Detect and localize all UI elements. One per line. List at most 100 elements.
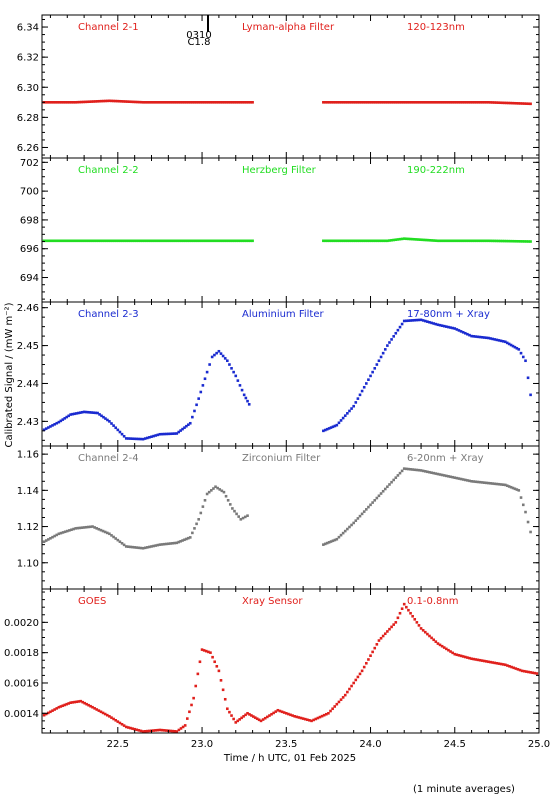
data-point [445,647,448,651]
data-point [122,724,126,727]
data-point [482,659,486,663]
data-point [394,476,398,479]
data-point [507,101,510,105]
data-point [335,423,339,427]
data-point [472,335,476,338]
data-point [105,239,108,243]
data-point [233,239,237,243]
data-point [459,654,463,658]
data-point [181,725,185,729]
data-point [405,467,408,471]
data-point [51,424,54,427]
data-point [216,486,219,490]
data-point [485,481,488,485]
data-point [472,480,476,483]
data-point [457,329,461,332]
data-point [380,239,383,243]
data-point [175,541,179,545]
data-point [365,661,368,665]
data-point [244,396,248,400]
data-point [354,239,357,243]
data-point [322,713,326,717]
data-point [442,324,446,328]
data-point [169,101,173,104]
data-point [224,494,228,498]
data-point [491,337,494,341]
data-point [435,101,439,104]
data-point [433,101,437,104]
data-point [66,239,70,243]
data-point [306,718,309,722]
y-tick-label: 0.0016 [4,678,39,689]
data-point [374,239,377,243]
y-tick-label: 2.44 [17,379,39,390]
data-point [405,101,409,104]
data-point [513,345,517,349]
data-point [76,526,80,530]
data-point [468,239,472,243]
data-point [203,101,206,104]
data-point [426,320,429,323]
data-point [299,716,303,720]
data-point [495,239,498,243]
data-point [173,541,176,545]
data-point [431,101,435,104]
data-point [75,700,79,704]
data-point [72,527,75,531]
data-point [89,704,92,708]
data-point [327,541,331,544]
data-point [501,101,504,105]
data-point [369,654,372,657]
data-point [69,413,72,416]
data-point [149,101,153,104]
data-point [217,239,221,243]
data-point [133,437,136,441]
data-point [131,437,134,441]
data-point [467,101,470,104]
data-point [432,239,436,242]
data-point [425,101,429,104]
data-point [487,481,490,485]
data-point [116,538,120,542]
data-point [438,473,442,476]
data-point [120,432,124,436]
data-point [82,100,85,104]
data-point [521,102,524,105]
data-point [404,237,408,241]
data-point [203,239,207,243]
data-point [407,319,410,322]
data-point [527,670,530,674]
data-point [368,239,371,243]
data-point [181,427,184,431]
data-point [135,437,139,441]
data-point [318,715,322,719]
data-point [117,239,120,243]
panel-channel-label: Channel 2-1 [78,22,139,33]
data-point [193,101,196,104]
data-point [205,370,209,374]
data-point [491,482,494,485]
data-point [390,101,393,104]
data-point [248,713,251,716]
data-point [430,321,433,325]
data-point [44,239,48,243]
panel-2-points [42,237,532,243]
data-point [48,101,52,104]
data-point [42,428,46,432]
data-point [201,239,205,243]
data-point [489,337,492,340]
data-point [373,499,377,502]
data-point [223,239,227,243]
data-point [447,648,450,652]
data-point [106,418,109,422]
data-point [80,100,83,104]
panel-1: 6.26 6.28 6.30 6.32 6.34 Channel 2-1 Lyman-alp… [17,14,540,159]
data-point [364,101,367,104]
data-point [162,729,166,732]
data-point [150,545,153,548]
data-point [127,100,131,103]
data-point [215,665,219,668]
data-point [289,713,292,717]
data-point [185,424,188,428]
data-point [133,100,137,104]
